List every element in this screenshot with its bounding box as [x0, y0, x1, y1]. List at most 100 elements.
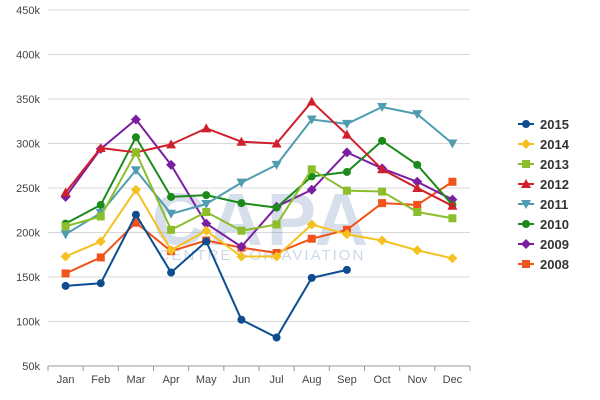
data-point-2013 [413, 208, 422, 217]
y-tick-label: 450k [16, 5, 40, 17]
data-point-2010 [307, 172, 316, 181]
data-point-2011 [60, 230, 71, 240]
data-point-2015 [131, 210, 140, 219]
data-point-2015 [342, 265, 351, 274]
data-point-2009 [412, 176, 423, 187]
legend-item-2015[interactable]: 2015 [518, 117, 569, 132]
legend-label: 2013 [540, 157, 569, 172]
legend-item-2008[interactable]: 2008 [518, 257, 569, 272]
legend-marker [521, 179, 531, 188]
data-point-2011 [166, 209, 177, 219]
series-line-2013 [65, 151, 453, 232]
y-tick-label: 300k [16, 139, 40, 151]
legend-marker [522, 260, 530, 268]
data-point-2015 [272, 333, 281, 342]
data-point-2010 [413, 160, 422, 169]
data-point-2009 [201, 218, 212, 229]
x-tick-label: Oct [374, 374, 391, 386]
legend-item-2010[interactable]: 2010 [518, 217, 569, 232]
y-tick-label: 350k [16, 94, 40, 106]
series-2015 [61, 210, 351, 342]
data-point-2009 [236, 241, 247, 252]
x-tick-label: Jul [270, 374, 284, 386]
legend-label: 2011 [540, 197, 568, 212]
x-tick-label: Apr [163, 374, 180, 386]
legend-marker [521, 139, 531, 149]
data-point-2010 [202, 191, 211, 200]
legend-label: 2014 [540, 137, 570, 152]
data-point-2015 [237, 315, 246, 324]
x-tick-label: Nov [407, 374, 427, 386]
data-point-2015 [202, 237, 211, 246]
legend-marker [521, 200, 531, 209]
series-line-2008 [65, 180, 453, 275]
legend[interactable]: 2015 2014 2013 2012 2011 2010 2009 2008 [518, 117, 570, 272]
data-point-2011 [447, 139, 458, 149]
data-point-2009 [166, 159, 177, 170]
series-line-2012 [64, 100, 453, 207]
data-point-2014 [95, 236, 106, 247]
data-point-2012 [60, 187, 71, 197]
legend-item-2012[interactable]: 2012 [518, 177, 569, 192]
y-tick-label: 50k [22, 361, 40, 373]
data-point-2012 [201, 123, 212, 133]
data-point-2010 [342, 167, 351, 176]
data-point-2010 [272, 203, 281, 212]
data-point-2014 [306, 219, 317, 230]
legend-item-2014[interactable]: 2014 [518, 137, 570, 152]
data-point-2013 [378, 187, 387, 196]
data-point-2013 [61, 222, 70, 231]
y-tick-label: 150k [16, 272, 40, 284]
legend-label: 2012 [540, 177, 569, 192]
data-point-2011 [271, 160, 282, 170]
data-point-2012 [236, 136, 247, 146]
data-point-2010 [237, 199, 246, 208]
data-point-2008 [61, 269, 70, 278]
data-point-2008 [448, 177, 457, 186]
x-tick-label: Aug [302, 374, 322, 386]
data-point-2014 [201, 225, 212, 236]
legend-item-2009[interactable]: 2009 [518, 237, 569, 252]
series-2010 [61, 133, 457, 228]
data-point-2008 [131, 218, 140, 227]
data-point-2010 [131, 133, 140, 142]
data-point-2011 [236, 178, 247, 188]
data-point-2013 [237, 226, 246, 235]
data-point-2011 [201, 200, 212, 210]
series-line-2011 [65, 106, 454, 236]
legend-item-2011[interactable]: 2011 [518, 197, 568, 212]
x-tick-label: Feb [91, 374, 110, 386]
x-tick-label: Sep [337, 374, 357, 386]
legend-label: 2015 [540, 117, 569, 132]
data-point-2008 [413, 200, 422, 209]
data-point-2013 [342, 186, 351, 195]
axes: 50k 100k 150k 200k 250k 300k 350k 400k 450k Jan Fe… [16, 5, 471, 386]
data-point-2015 [96, 279, 105, 288]
data-point-2010 [378, 136, 387, 145]
data-point-2013 [96, 212, 105, 221]
data-point-2010 [96, 200, 105, 209]
series-line-2010 [65, 136, 454, 225]
y-tick-label: 400k [16, 50, 40, 62]
legend-label: 2008 [540, 257, 569, 272]
data-point-2009 [306, 184, 317, 195]
series-2014 [60, 184, 458, 264]
series-2013 [61, 148, 457, 235]
data-point-2013 [167, 225, 176, 234]
x-tick-label: Jun [233, 374, 251, 386]
data-point-2012 [377, 164, 388, 174]
data-point-2014 [271, 251, 282, 262]
data-point-2014 [236, 251, 247, 262]
data-point-2013 [448, 214, 457, 223]
legend-marker [522, 120, 530, 128]
series-group [60, 96, 458, 342]
data-point-2015 [307, 273, 316, 282]
y-tick-label: 200k [16, 228, 40, 240]
data-point-2014 [166, 245, 177, 256]
legend-item-2013[interactable]: 2013 [518, 157, 569, 172]
data-point-2013 [131, 148, 140, 157]
data-point-2009 [341, 147, 352, 158]
data-point-2011 [412, 110, 423, 120]
legend-label: 2010 [540, 217, 569, 232]
